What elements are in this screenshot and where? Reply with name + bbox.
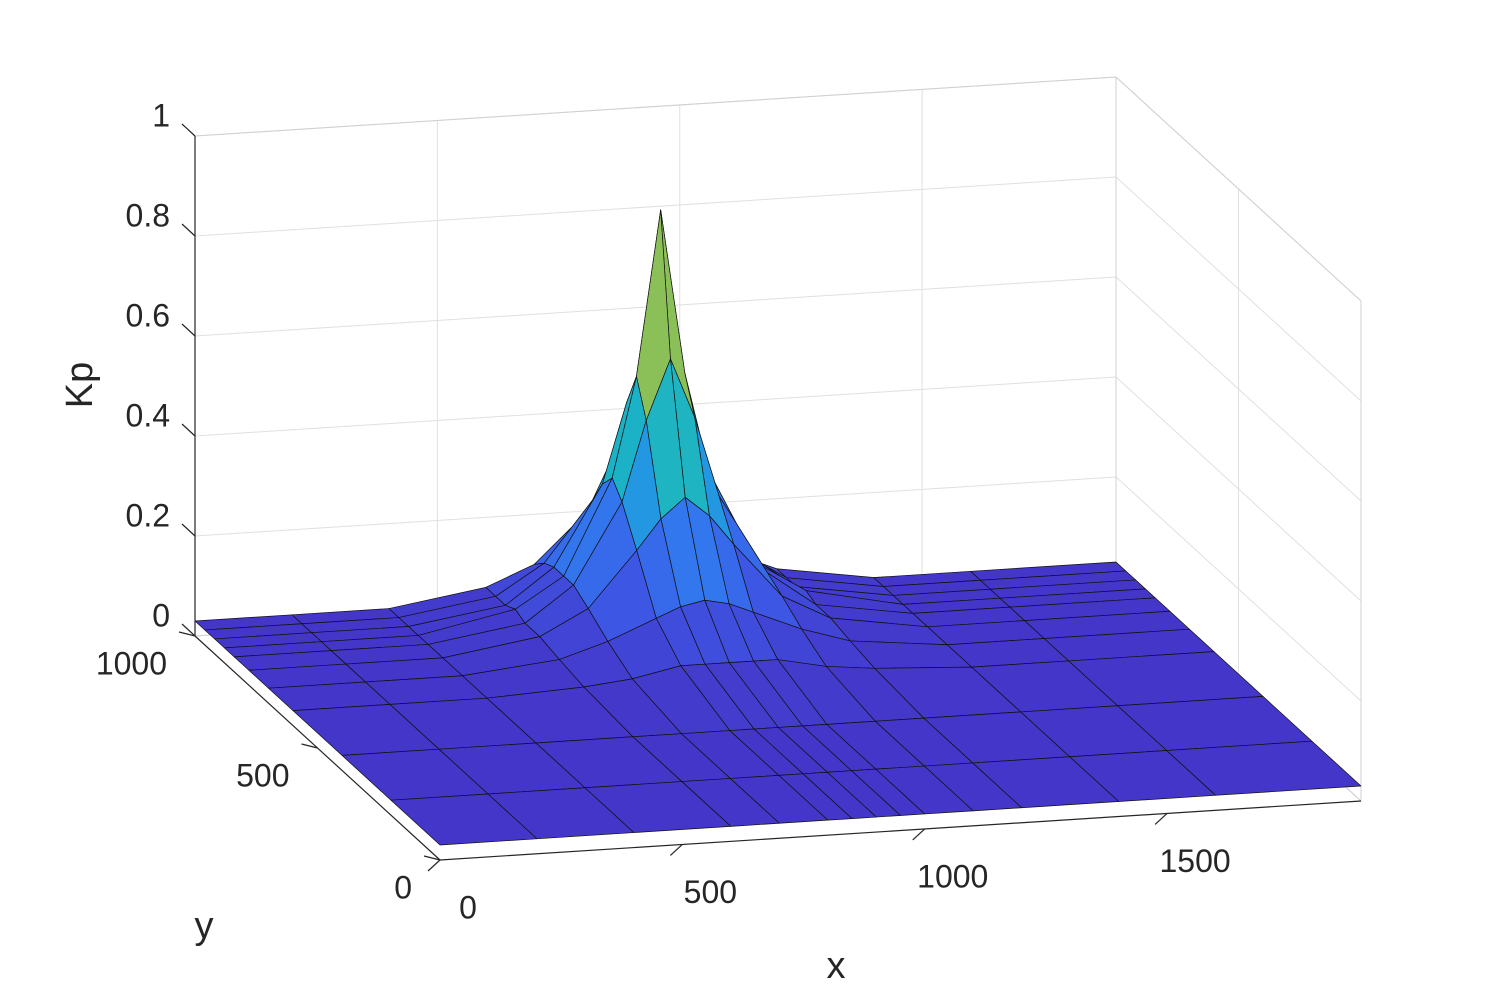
x-tick [427, 859, 441, 872]
x-tick [912, 828, 926, 841]
box-edge [194, 76, 1117, 137]
z-tick-label: 0 [152, 597, 170, 633]
y-tick [301, 743, 318, 749]
x-tick-label: 0 [459, 889, 477, 925]
z-tick [181, 623, 196, 637]
z-tick-label: 0.2 [126, 497, 170, 533]
box-edge [1115, 76, 1362, 302]
y-tick-label: 1000 [96, 645, 167, 681]
x-tick-label: 500 [684, 874, 737, 910]
surface [194, 209, 1362, 846]
z-tick [181, 123, 196, 137]
z-axis-label: Kp [59, 362, 101, 408]
x-tick [1154, 812, 1168, 825]
surface-cell [390, 793, 538, 846]
y-tick-label: 0 [394, 869, 412, 905]
axes: 0 500 1000 1500 0 500 1000 0 0.2 0.4 0.6 0.8 1 [96, 97, 1362, 925]
y-tick [423, 855, 441, 861]
grid-line [194, 176, 1117, 237]
z-tick [181, 223, 196, 237]
x-axis-label: x [827, 945, 846, 987]
y-axis-label: y [195, 905, 214, 947]
z-tick [181, 423, 196, 437]
z-tick-label: 0.6 [126, 297, 170, 333]
y-tick-label: 500 [236, 757, 289, 793]
x-tick [669, 844, 683, 856]
x-axis [439, 800, 1362, 861]
z-tick-label: 1 [152, 97, 170, 133]
z-tick [181, 523, 196, 537]
y-tick [178, 631, 196, 637]
x-tick-label: 1500 [1160, 843, 1231, 879]
z-tick [181, 323, 196, 337]
z-tick-label: 0.4 [126, 397, 170, 433]
z-tick-label: 0.8 [126, 197, 170, 233]
x-tick-label: 1000 [917, 858, 988, 894]
